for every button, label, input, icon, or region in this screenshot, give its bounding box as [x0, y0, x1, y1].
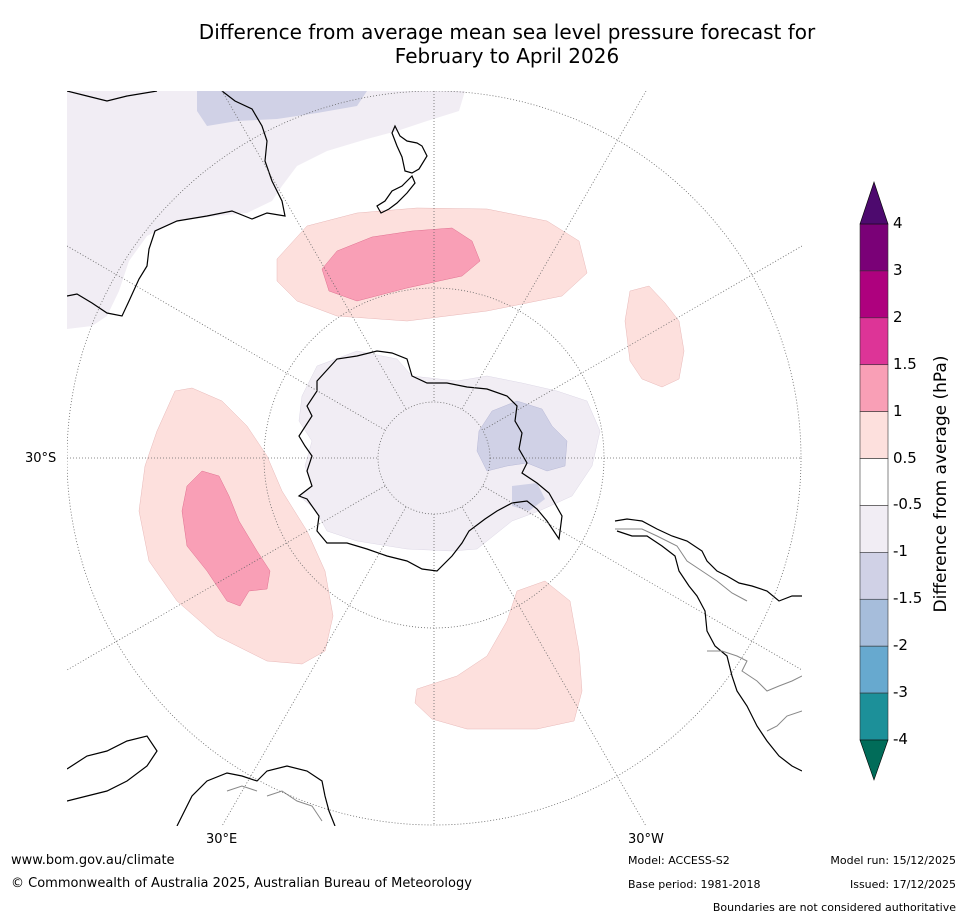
model-name: Model: ACCESS-S2	[628, 854, 730, 867]
colorbar-tick-label: 2	[893, 307, 903, 326]
positive-anomaly-south-atlantic	[414, 580, 583, 730]
africa-borders	[226, 785, 323, 822]
colorbar-tick-label: 1.5	[893, 354, 917, 373]
country-borders	[226, 528, 802, 822]
colorbar-tick-label: -1.5	[893, 589, 923, 608]
colorbar-over-arrow	[859, 181, 889, 225]
meridian-120w	[482, 245, 802, 431]
negative-anomaly-north-australia	[67, 91, 465, 329]
colorbar-title: Difference from average (hPa)	[931, 355, 951, 613]
australia-coastline	[67, 91, 286, 317]
chart-title: Difference from average mean sea level p…	[0, 20, 965, 68]
latitude-label: 30°S	[25, 451, 57, 466]
issued-date: Issued: 17/12/2025	[849, 878, 956, 891]
africa-coastline	[67, 735, 336, 826]
colorbar-bin	[859, 552, 889, 600]
colorbar-bin	[859, 645, 889, 694]
meridian-30e	[221, 506, 407, 826]
colorbar-tick-label: -0.5	[893, 495, 923, 514]
meridian-30w	[461, 506, 647, 826]
longitude-label-30e: 30°E	[206, 832, 238, 847]
south-america-borders	[615, 528, 802, 732]
colorbar-tick-label: 1	[893, 401, 903, 420]
model-run-date: Model run: 15/12/2025	[830, 854, 956, 867]
latitude-circle-30s	[67, 91, 802, 826]
colorbar	[859, 181, 889, 781]
colorbar-bin	[859, 411, 889, 459]
south-america-coastline	[614, 518, 802, 772]
website-link[interactable]: www.bom.gov.au/climate	[11, 853, 175, 868]
colorbar-bin	[859, 364, 889, 412]
colorbar-tick-label: 3	[893, 260, 903, 279]
negative-anomaly-core-north	[197, 91, 367, 126]
colorbar-bin	[859, 458, 889, 506]
graticule	[67, 91, 802, 826]
colorbar-tick-label: -3	[893, 683, 908, 702]
colorbar-tick-label: 4	[893, 214, 903, 232]
colorbar-bin	[859, 317, 889, 366]
colorbar-bin	[859, 598, 889, 647]
meridian-60e	[67, 485, 386, 671]
meridian-60w	[482, 485, 802, 671]
colorbar-bin	[859, 270, 889, 319]
copyright-text: © Commonwealth of Australia 2025, Austra…	[11, 876, 472, 891]
negative-anomaly-amundsen-sea-tail	[512, 483, 545, 511]
positive-anomaly-core-indian-ocean	[181, 470, 271, 607]
positive-anomaly-se-pacific	[624, 285, 685, 388]
polar-map	[67, 91, 802, 826]
meridian-150e	[221, 91, 407, 410]
meridian-120e	[67, 245, 386, 431]
new-zealand-south-island-coastline	[376, 174, 416, 214]
colorbar-tick-label: -1	[893, 542, 908, 561]
title-line-2: February to April 2026	[394, 44, 620, 68]
positive-anomaly-core-south-of-nz	[321, 227, 481, 302]
longitude-label-30w: 30°W	[628, 832, 664, 847]
meridian-150w	[461, 91, 647, 410]
disclaimer: Boundaries are not considered authoritat…	[712, 901, 956, 914]
new-zealand-north-island-coastline	[391, 124, 428, 174]
colorbar-tick-label: -2	[893, 636, 908, 655]
colorbar-bin	[859, 505, 889, 553]
colorbar-bin	[859, 692, 889, 741]
colorbar-tick-label: -4	[893, 730, 908, 748]
colorbar-bin	[859, 223, 889, 272]
colorbar-tick-label: 0.5	[893, 448, 917, 467]
base-period: Base period: 1981-2018	[628, 878, 761, 891]
colorbar-under-arrow	[859, 739, 889, 781]
title-line-1: Difference from average mean sea level p…	[198, 20, 816, 44]
